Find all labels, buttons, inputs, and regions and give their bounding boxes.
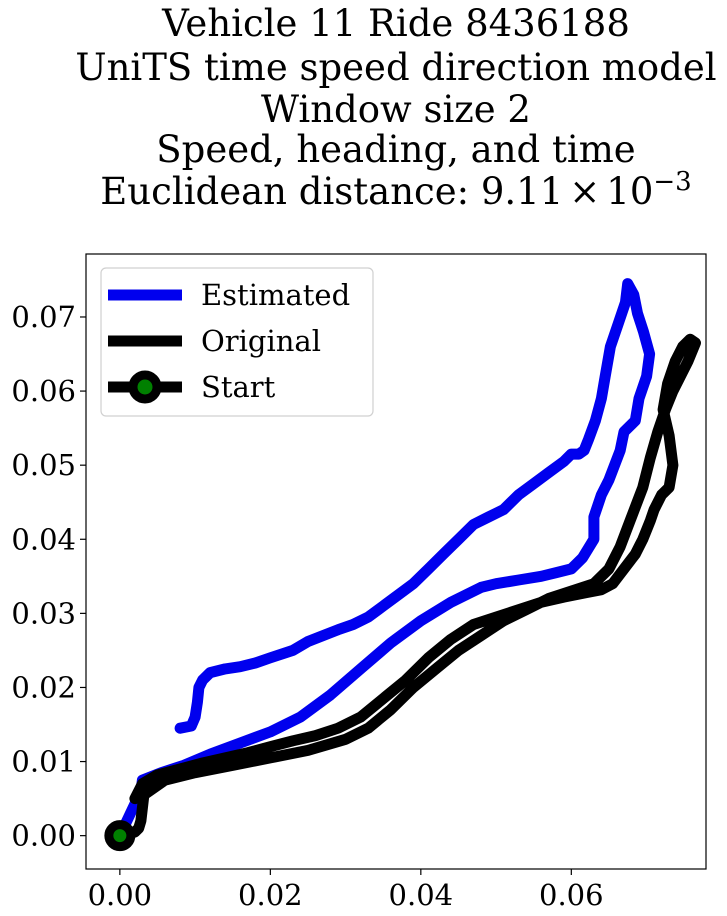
y-tick-label: 0.06 [11, 374, 76, 408]
series-line-original [114, 333, 701, 842]
x-axis: 0.00 0.02 0.04 0.06 [88, 869, 604, 912]
legend-frame [100, 267, 374, 417]
plot-area [85, 253, 707, 870]
title-line-3: Window size 2 [261, 88, 531, 131]
series-line-estimated [114, 278, 656, 842]
title-distance-times: × [569, 170, 600, 213]
legend-start-marker [128, 370, 162, 404]
x-tick-label: 0.00 [88, 878, 153, 912]
y-tick-label: 0.02 [11, 670, 76, 704]
y-tick-label: 0.04 [11, 522, 76, 556]
legend-original-label: Original [201, 324, 321, 358]
title-distance-exponent: −3 [653, 167, 691, 197]
title-line-2: UniTS time speed direction model [75, 46, 716, 89]
legend-start-label: Start [201, 370, 276, 404]
y-tick-label: 0.05 [11, 448, 76, 482]
start-marker [104, 820, 136, 852]
title-distance-base: 10 [606, 170, 653, 213]
y-tick-label: 0.07 [11, 300, 76, 334]
x-tick-label: 0.02 [238, 878, 303, 912]
x-tick-label: 0.06 [539, 878, 604, 912]
legend: Estimated Original Start [100, 267, 374, 417]
y-axis: 0.00 0.01 0.02 0.03 0.04 0.05 0.06 0.07 [11, 300, 86, 853]
chart-title: Vehicle 11 Ride 8436188 UniTS time speed… [75, 2, 716, 213]
y-tick-label: 0.00 [11, 819, 76, 853]
title-line-5: Euclidean distance: 9.11 × 10−3 [100, 167, 691, 213]
title-line-4: Speed, heading, and time [156, 128, 635, 171]
title-distance-label: Euclidean distance: [100, 170, 481, 213]
x-tick-label: 0.04 [389, 878, 454, 912]
y-tick-label: 0.01 [11, 745, 76, 779]
title-distance-mantissa: 9.11 [481, 170, 563, 213]
legend-estimated-label: Estimated [201, 278, 350, 312]
plot-frame [85, 253, 707, 870]
title-line-1: Vehicle 11 Ride 8436188 [161, 2, 630, 45]
y-tick-label: 0.03 [11, 596, 76, 630]
